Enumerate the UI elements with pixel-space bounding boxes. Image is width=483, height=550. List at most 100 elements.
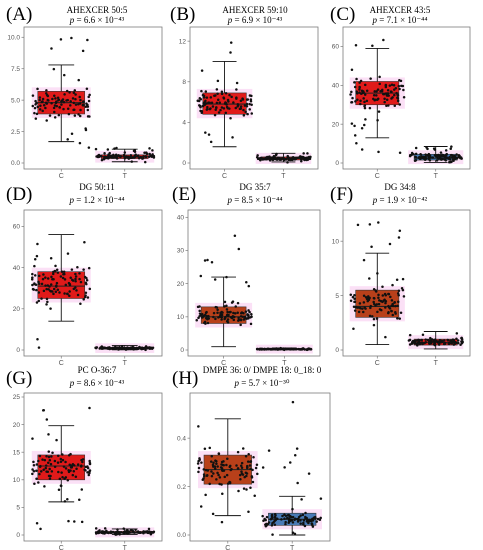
data-point [119,346,123,350]
data-point [196,462,200,465]
data-point [106,155,109,159]
data-point [47,474,51,478]
data-point [117,348,120,351]
data-point [460,157,463,160]
data-point [380,88,384,92]
data-point [353,300,356,304]
panel-letter: (C) [330,4,355,25]
data-point [245,102,249,106]
data-point [214,305,217,309]
data-point [141,157,144,160]
box-t [255,344,313,354]
y-tick-label: 60 [13,224,21,231]
box-c [349,221,406,346]
data-point [236,301,240,305]
data-point [107,531,110,535]
data-point [64,467,68,470]
data-point [299,514,302,517]
data-point [367,298,371,302]
data-point [37,280,40,284]
data-point [202,473,206,476]
data-point [49,283,53,286]
data-point [216,465,219,468]
x-tick-label-t: T [290,545,295,550]
data-point [209,140,213,144]
data-point [219,311,222,315]
data-point [200,111,203,115]
data-point [285,348,289,351]
panel-b: (B) AHEXCER 59:10p = 6.9 × 10⁻⁴³ 0 4 8 12 C T [170,4,319,180]
data-point [200,461,203,464]
data-point [198,457,201,460]
data-point [236,467,240,470]
data-point [270,524,274,527]
data-point [231,136,234,139]
data-point [375,90,378,93]
data-point [197,466,201,470]
data-point [53,94,56,98]
data-point [205,96,209,99]
data-point [242,312,245,315]
data-point [47,288,50,291]
box-c [349,38,406,155]
data-point [450,145,453,148]
data-point [249,486,252,489]
data-point [358,88,361,91]
data-point [74,103,78,106]
data-point [376,118,379,122]
data-point [353,124,356,128]
data-point [69,104,72,107]
data-point [414,339,418,342]
data-point [239,107,243,110]
data-point [455,332,459,335]
data-point [82,103,85,106]
panel-letter: (G) [6,368,32,389]
data-point [79,302,82,305]
data-point [59,484,63,487]
x-tick-label-c: C [375,360,380,367]
data-point [72,470,76,473]
data-point [241,98,245,101]
data-point [413,159,417,163]
data-point [55,268,59,271]
data-point [207,314,210,318]
data-point [36,338,39,341]
data-point [85,105,89,108]
data-point [37,274,41,278]
data-point [117,154,120,157]
data-point [65,89,69,93]
data-point [295,447,299,450]
box-t [94,343,155,353]
data-point [213,465,217,468]
data-point [95,155,98,158]
data-point [204,317,208,320]
data-point [397,236,401,239]
p-value-label: p = 5.7 × 10⁻³⁰ [234,378,290,388]
data-point [88,93,91,97]
panel-letter: (A) [6,4,32,25]
data-point [50,470,54,473]
data-point [456,339,460,342]
data-point [220,467,224,470]
data-point [395,278,399,282]
data-point [429,336,432,340]
data-point [73,108,76,112]
y-tick-label: 0 [182,160,186,167]
data-point [235,81,239,85]
data-point [33,274,37,277]
data-point [411,339,415,343]
data-point [246,313,249,317]
data-point [229,315,233,319]
data-point [240,466,244,469]
data-point [390,83,394,86]
data-point [76,293,80,297]
data-point [70,268,74,271]
data-point [61,276,65,280]
data-point [302,523,305,526]
data-point [78,141,82,145]
data-point [203,259,207,262]
data-point [382,92,386,96]
data-point [51,272,55,276]
y-tick-label: 25 [13,394,21,401]
p-value-label: p = 7.1 × 10⁻⁴⁴ [372,15,428,25]
